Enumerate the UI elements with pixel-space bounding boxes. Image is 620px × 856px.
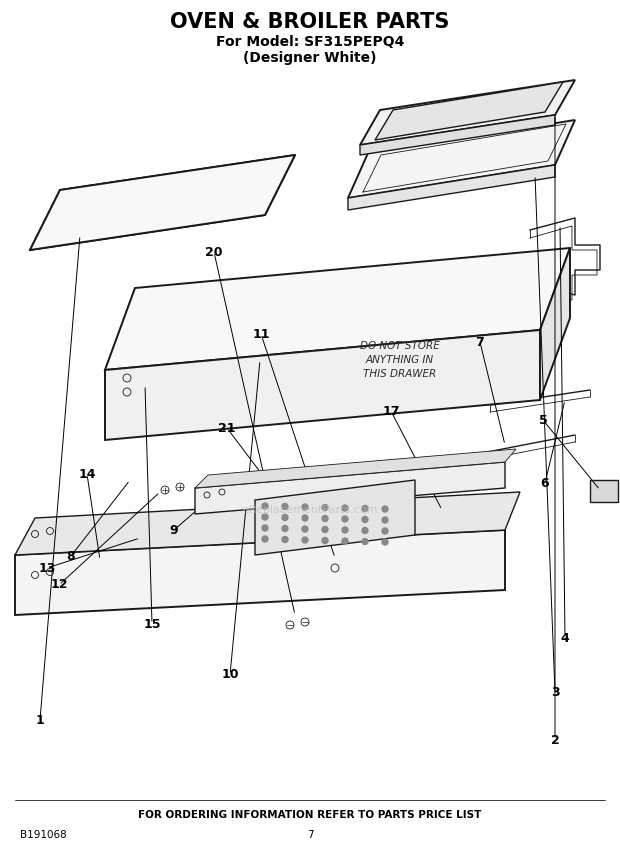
Circle shape [322,515,328,521]
Text: 17: 17 [383,405,400,418]
Circle shape [282,514,288,520]
Circle shape [382,506,388,512]
Circle shape [262,514,268,520]
Polygon shape [348,165,555,210]
Text: 9: 9 [170,524,179,537]
Circle shape [262,525,268,531]
Circle shape [322,526,328,532]
Polygon shape [105,248,570,370]
Circle shape [262,503,268,509]
Polygon shape [348,120,575,198]
Polygon shape [120,255,558,360]
Text: OVEN & BROILER PARTS: OVEN & BROILER PARTS [170,12,450,32]
Text: 1: 1 [35,714,45,727]
Polygon shape [255,480,415,555]
Circle shape [382,517,388,523]
Polygon shape [30,155,295,250]
Circle shape [362,527,368,533]
Circle shape [302,526,308,532]
Circle shape [382,539,388,545]
Text: 13: 13 [38,562,56,574]
Polygon shape [195,449,516,488]
Circle shape [282,537,288,543]
Circle shape [362,538,368,544]
Polygon shape [360,115,555,155]
Polygon shape [540,248,570,400]
Circle shape [362,516,368,522]
Circle shape [342,505,348,511]
Polygon shape [105,330,540,440]
Circle shape [302,537,308,543]
Circle shape [322,504,328,510]
Circle shape [322,538,328,544]
Text: FOR ORDERING INFORMATION REFER TO PARTS PRICE LIST: FOR ORDERING INFORMATION REFER TO PARTS … [138,810,482,820]
Text: 8: 8 [67,550,75,562]
Text: 5: 5 [539,413,547,426]
Polygon shape [105,288,135,440]
Text: For Model: SF315PEPQ4: For Model: SF315PEPQ4 [216,35,404,49]
Circle shape [342,516,348,522]
Text: 11: 11 [252,328,270,341]
Text: (Designer White): (Designer White) [243,51,377,65]
Text: 10: 10 [221,669,239,681]
Text: 7: 7 [476,336,484,348]
Text: 12: 12 [50,579,68,591]
Circle shape [282,526,288,532]
Polygon shape [195,462,505,514]
Text: 7: 7 [307,830,313,840]
Text: 3: 3 [551,687,559,699]
Circle shape [382,528,388,534]
Text: eReplacementParts.com: eReplacementParts.com [242,505,378,515]
Circle shape [342,538,348,544]
Polygon shape [375,82,563,140]
Text: 15: 15 [143,617,161,631]
Bar [590,480,618,502]
Text: 2: 2 [551,734,559,746]
Text: 4: 4 [560,632,569,645]
Circle shape [342,527,348,533]
Text: 14: 14 [78,467,95,480]
Text: 21: 21 [218,421,236,435]
Polygon shape [15,530,505,615]
Text: 6: 6 [541,477,549,490]
Circle shape [302,515,308,521]
Polygon shape [360,80,575,145]
Circle shape [262,536,268,542]
Text: DO NOT STORE
ANYTHING IN
THIS DRAWER: DO NOT STORE ANYTHING IN THIS DRAWER [360,341,440,379]
Circle shape [282,503,288,509]
Text: 20: 20 [205,246,223,259]
Text: B191068: B191068 [20,830,67,840]
Polygon shape [15,492,520,555]
Circle shape [362,506,368,512]
Circle shape [302,504,308,510]
